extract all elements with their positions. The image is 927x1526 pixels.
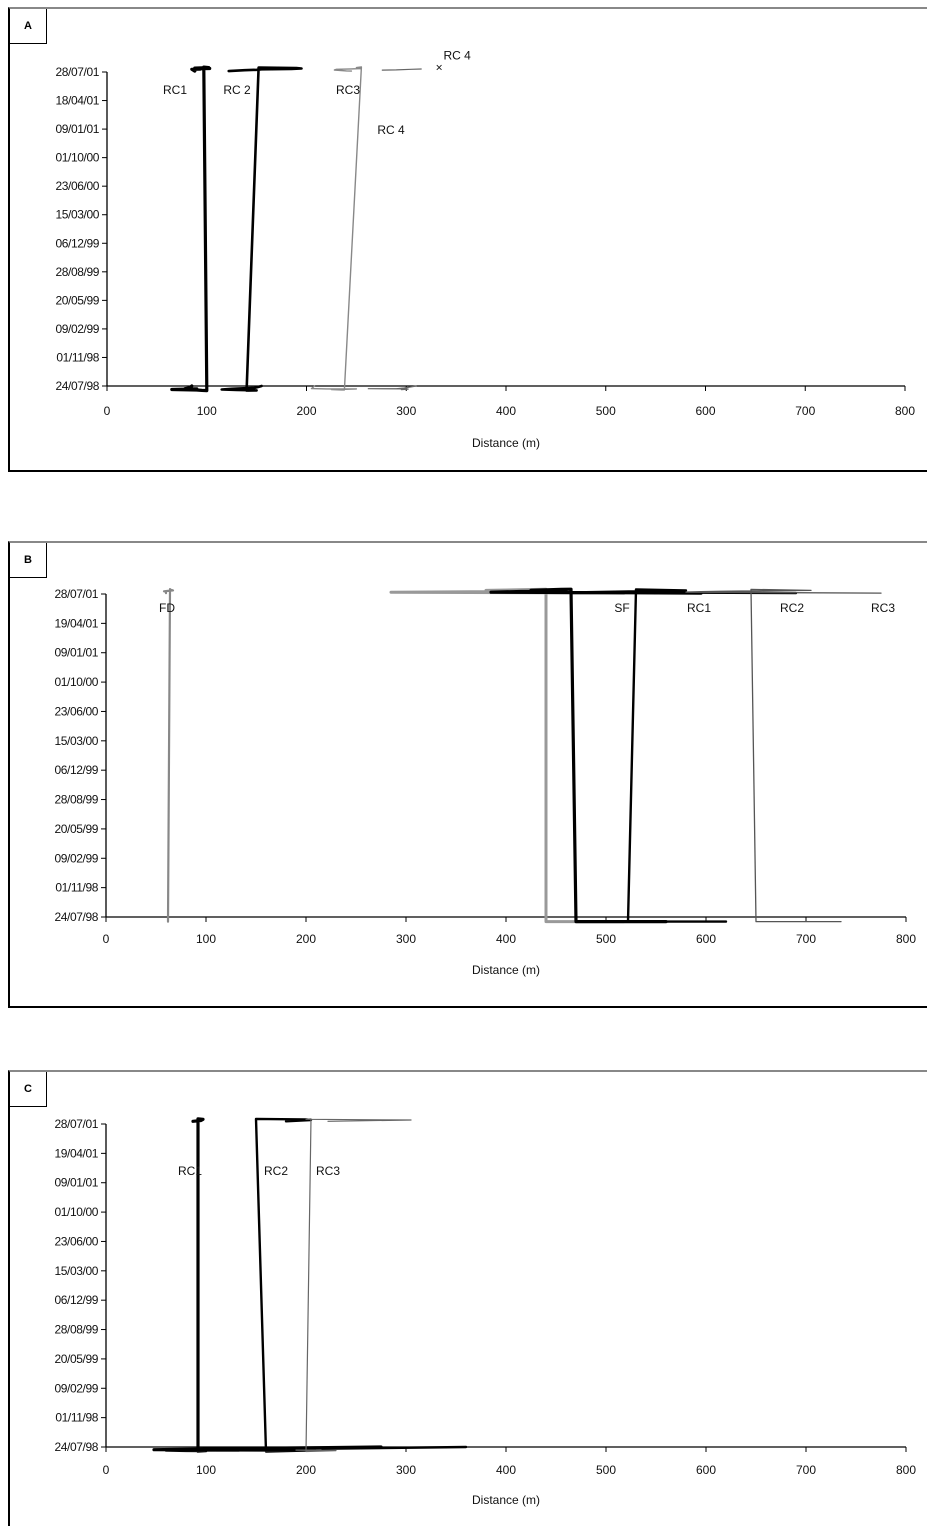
x-tick-label: 200: [296, 932, 316, 946]
x-tick-label: 200: [296, 404, 316, 418]
series-line: [686, 589, 881, 921]
x-tick-label: 800: [896, 932, 916, 946]
x-axis-title: Distance (m): [472, 436, 540, 450]
x-tick-label: 100: [196, 1463, 216, 1477]
y-tick-label: 15/03/00: [54, 1264, 98, 1278]
series-label: RC 4: [377, 123, 405, 137]
y-tick-label: 09/02/99: [54, 1381, 98, 1395]
x-tick-label: 400: [496, 932, 516, 946]
y-tick-label: 06/12/99: [55, 236, 99, 250]
chart-panel-b: B 28/07/01 19/04/01 09/01/01 01/10/00 23/06/…: [8, 541, 927, 1008]
x-tick-label: 100: [197, 404, 217, 418]
chart-panel-a: A 28/07/01 18/04/01 09/01/01 01/10/00 23/06/…: [8, 7, 927, 472]
x-tick-label: 500: [596, 932, 616, 946]
y-tick-label: 15/03/00: [55, 208, 99, 222]
series-line: [164, 589, 173, 922]
x-tick-label: 400: [496, 1463, 516, 1477]
series-label: SF: [614, 601, 629, 615]
x-tick-label: 600: [696, 1463, 716, 1477]
y-tick-label: 01/11/98: [55, 881, 98, 895]
series-line: [491, 589, 701, 921]
y-tick-label: 24/07/98: [54, 1440, 98, 1454]
x-tick-label: 800: [896, 1463, 916, 1477]
series-label: RC 2: [223, 83, 251, 97]
y-tick-label: 01/10/00: [55, 151, 99, 165]
x-tick-label: 600: [695, 404, 715, 418]
x-tick-label: 0: [103, 932, 110, 946]
y-tick-label: 18/04/01: [55, 94, 99, 108]
x-tick-label: 200: [296, 1463, 316, 1477]
y-tick-label: 01/10/00: [54, 675, 98, 689]
marker-label: RC 4: [443, 48, 471, 62]
x-tick-label: 400: [496, 404, 516, 418]
series-label: RC2: [780, 601, 804, 615]
y-tick-label: 15/03/00: [54, 734, 98, 748]
series-label: RC2: [264, 1164, 288, 1178]
y-tick-label: 06/12/99: [54, 763, 98, 777]
y-tick-label: 23/06/00: [55, 179, 99, 193]
x-tick-label: 700: [796, 1463, 816, 1477]
series-line: [296, 1119, 411, 1452]
series-line: [391, 589, 624, 921]
y-tick-label: 20/05/99: [54, 822, 98, 836]
x-tick-label: 0: [104, 404, 111, 418]
series-label: RC3: [316, 1164, 340, 1178]
x-tick-label: 300: [396, 932, 416, 946]
y-tick-label: 28/08/99: [54, 1323, 98, 1337]
series-line: [222, 68, 302, 391]
y-tick-label: 09/01/01: [55, 122, 99, 136]
x-tick-label: 300: [396, 404, 416, 418]
x-tick-label: 300: [396, 1463, 416, 1477]
series-label: RC1: [687, 601, 711, 615]
x-tick-label: 100: [196, 932, 216, 946]
series-label: RC3: [336, 83, 360, 97]
y-tick-label: 19/04/01: [54, 616, 98, 630]
series-label: RC1: [163, 83, 187, 97]
y-tick-label: 01/11/98: [56, 350, 99, 364]
series-line: [312, 67, 362, 390]
x-tick-label: 700: [796, 932, 816, 946]
x-axis-title: Distance (m): [472, 963, 540, 977]
series-line: [382, 69, 421, 70]
line-chart: 28/07/01 18/04/01 09/01/01 01/10/00 23/06/00…: [10, 9, 927, 470]
chart-panel-c: C 28/07/01 19/04/01 09/01/01 01/10/00 23/06/…: [8, 1070, 927, 1526]
y-tick-label: 09/02/99: [54, 851, 98, 865]
y-tick-label: 01/11/98: [55, 1411, 98, 1425]
y-tick-label: 28/07/01: [54, 1117, 98, 1131]
x-tick-label: 0: [103, 1463, 110, 1477]
series-line: [172, 67, 210, 391]
y-tick-label: 28/07/01: [54, 587, 98, 601]
y-tick-label: 23/06/00: [54, 704, 98, 718]
x-tick-label: 500: [596, 404, 616, 418]
y-tick-label: 09/01/01: [54, 646, 98, 660]
y-tick-label: 24/07/98: [54, 910, 98, 924]
x-axis-title: Distance (m): [472, 1493, 540, 1507]
y-tick-label: 28/08/99: [54, 793, 98, 807]
x-tick-label: 600: [696, 932, 716, 946]
y-tick-label: 09/02/99: [55, 322, 99, 336]
point-marker: ×: [436, 60, 443, 74]
y-tick-label: 20/05/99: [54, 1352, 98, 1366]
y-tick-label: 23/06/00: [54, 1234, 98, 1248]
y-tick-label: 19/04/01: [54, 1146, 98, 1160]
y-tick-label: 06/12/99: [54, 1293, 98, 1307]
y-tick-label: 28/07/01: [55, 65, 99, 79]
y-tick-label: 01/10/00: [54, 1205, 98, 1219]
series-label: FD: [159, 601, 175, 615]
y-tick-label: 09/01/01: [54, 1176, 98, 1190]
line-chart: 28/07/01 19/04/01 09/01/01 01/10/00 23/06/00…: [10, 543, 927, 1006]
y-tick-label: 24/07/98: [55, 379, 99, 393]
y-tick-label: 28/08/99: [55, 265, 99, 279]
series-line: [586, 589, 796, 921]
series-label: RC1: [178, 1164, 202, 1178]
line-chart: 28/07/01 19/04/01 09/01/01 01/10/00 23/06/00…: [10, 1072, 927, 1526]
series-label: RC3: [871, 601, 895, 615]
x-tick-label: 700: [795, 404, 815, 418]
x-tick-label: 500: [596, 1463, 616, 1477]
x-tick-label: 800: [895, 404, 915, 418]
y-tick-label: 20/05/99: [55, 293, 99, 307]
